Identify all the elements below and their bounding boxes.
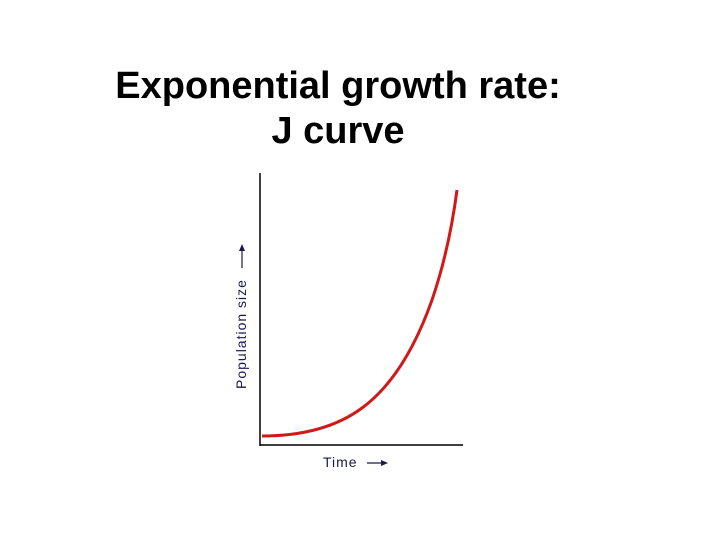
- x-axis-label: Time: [323, 454, 358, 470]
- j-curve: [261, 189, 459, 438]
- x-axis-arrow: [367, 460, 388, 466]
- title-line1: Exponential growth rate:: [115, 65, 560, 107]
- y-axis-arrow: [239, 244, 245, 268]
- title-line2: J curve: [271, 110, 404, 152]
- y-axis-label: Population size: [233, 279, 249, 389]
